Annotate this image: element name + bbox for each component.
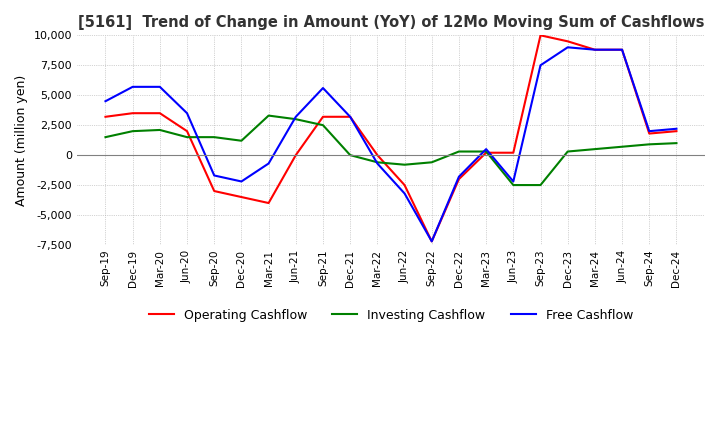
Operating Cashflow bbox=[101, 114, 109, 119]
Investing Cashflow bbox=[319, 122, 328, 128]
Free Cashflow bbox=[645, 128, 654, 134]
Operating Cashflow bbox=[590, 47, 599, 52]
Line: Free Cashflow: Free Cashflow bbox=[105, 48, 677, 242]
Operating Cashflow bbox=[156, 110, 164, 116]
Free Cashflow bbox=[128, 84, 137, 89]
Investing Cashflow bbox=[618, 144, 626, 149]
Operating Cashflow bbox=[672, 128, 681, 134]
Investing Cashflow bbox=[210, 135, 219, 140]
Investing Cashflow bbox=[454, 149, 463, 154]
Free Cashflow bbox=[183, 110, 192, 116]
Operating Cashflow bbox=[183, 128, 192, 134]
Investing Cashflow bbox=[645, 142, 654, 147]
Operating Cashflow bbox=[509, 150, 518, 155]
Investing Cashflow bbox=[128, 128, 137, 134]
Operating Cashflow bbox=[319, 114, 328, 119]
Free Cashflow bbox=[373, 161, 382, 166]
Free Cashflow bbox=[672, 126, 681, 132]
Operating Cashflow bbox=[536, 33, 545, 38]
Title: [5161]  Trend of Change in Amount (YoY) of 12Mo Moving Sum of Cashflows: [5161] Trend of Change in Amount (YoY) o… bbox=[78, 15, 704, 30]
Investing Cashflow bbox=[237, 138, 246, 143]
Line: Investing Cashflow: Investing Cashflow bbox=[105, 116, 677, 185]
Free Cashflow bbox=[237, 179, 246, 184]
Operating Cashflow bbox=[645, 131, 654, 136]
Investing Cashflow bbox=[292, 117, 300, 122]
Investing Cashflow bbox=[101, 135, 109, 140]
Operating Cashflow bbox=[618, 47, 626, 52]
Free Cashflow bbox=[319, 85, 328, 91]
Free Cashflow bbox=[536, 62, 545, 68]
Operating Cashflow bbox=[373, 153, 382, 158]
Operating Cashflow bbox=[454, 176, 463, 182]
Legend: Operating Cashflow, Investing Cashflow, Free Cashflow: Operating Cashflow, Investing Cashflow, … bbox=[144, 304, 638, 327]
Investing Cashflow bbox=[590, 147, 599, 152]
Free Cashflow bbox=[428, 239, 436, 244]
Free Cashflow bbox=[590, 47, 599, 52]
Free Cashflow bbox=[618, 47, 626, 52]
Investing Cashflow bbox=[672, 140, 681, 146]
Investing Cashflow bbox=[264, 113, 273, 118]
Investing Cashflow bbox=[183, 135, 192, 140]
Investing Cashflow bbox=[482, 149, 490, 154]
Free Cashflow bbox=[156, 84, 164, 89]
Operating Cashflow bbox=[210, 188, 219, 194]
Operating Cashflow bbox=[237, 194, 246, 200]
Investing Cashflow bbox=[346, 153, 354, 158]
Investing Cashflow bbox=[509, 183, 518, 188]
Investing Cashflow bbox=[536, 183, 545, 188]
Operating Cashflow bbox=[428, 239, 436, 244]
Free Cashflow bbox=[509, 179, 518, 184]
Free Cashflow bbox=[400, 191, 409, 196]
Investing Cashflow bbox=[400, 162, 409, 167]
Operating Cashflow bbox=[264, 200, 273, 205]
Operating Cashflow bbox=[563, 39, 572, 44]
Operating Cashflow bbox=[482, 150, 490, 155]
Investing Cashflow bbox=[156, 127, 164, 132]
Investing Cashflow bbox=[428, 160, 436, 165]
Investing Cashflow bbox=[563, 149, 572, 154]
Free Cashflow bbox=[101, 99, 109, 104]
Line: Operating Cashflow: Operating Cashflow bbox=[105, 35, 677, 242]
Free Cashflow bbox=[346, 114, 354, 119]
Free Cashflow bbox=[563, 45, 572, 50]
Free Cashflow bbox=[292, 114, 300, 119]
Free Cashflow bbox=[264, 161, 273, 166]
Free Cashflow bbox=[482, 147, 490, 152]
Investing Cashflow bbox=[373, 160, 382, 165]
Operating Cashflow bbox=[292, 153, 300, 158]
Operating Cashflow bbox=[128, 110, 137, 116]
Operating Cashflow bbox=[400, 183, 409, 188]
Free Cashflow bbox=[210, 173, 219, 178]
Y-axis label: Amount (million yen): Amount (million yen) bbox=[15, 74, 28, 206]
Free Cashflow bbox=[454, 174, 463, 180]
Operating Cashflow bbox=[346, 114, 354, 119]
